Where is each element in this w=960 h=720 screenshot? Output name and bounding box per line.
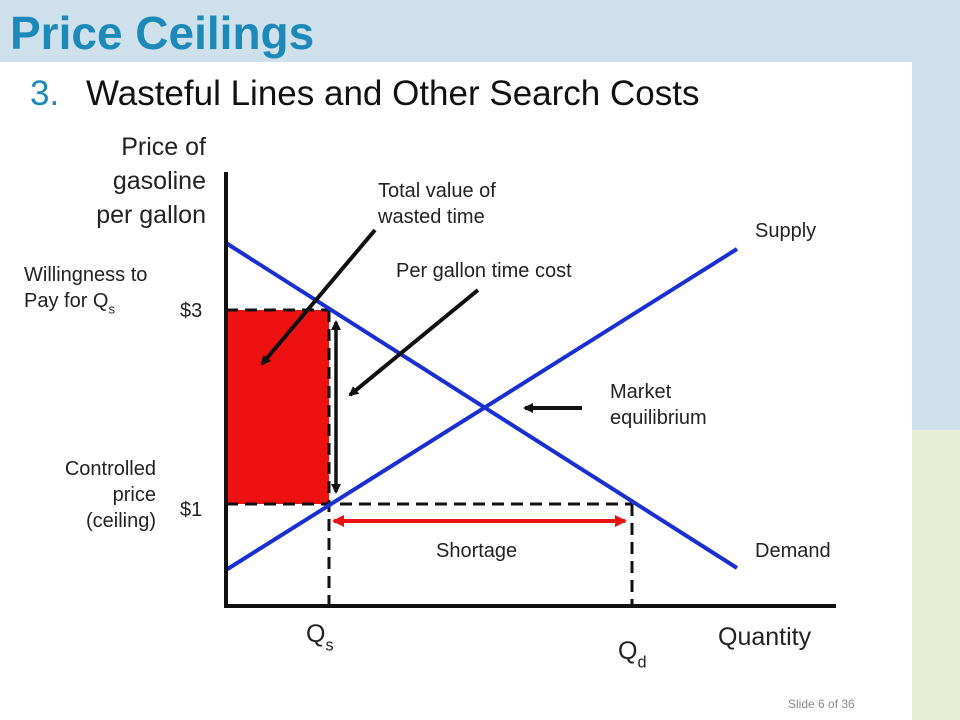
slide-number-footer: Slide 6 of 36 — [788, 697, 855, 711]
wtp-label-line-2: Pay for Q — [24, 290, 109, 312]
y-axis-label-line-1: Price of — [121, 133, 206, 161]
time-cost-label: Per gallon time cost — [396, 260, 572, 282]
price-low-label: $1 — [180, 499, 203, 521]
demand-label: Demand — [755, 540, 831, 562]
supply-label: Supply — [755, 220, 817, 242]
demand-curve — [224, 241, 739, 570]
qs-label-subscript: s — [325, 636, 334, 655]
ceiling-label: Controlled price (ceiling) — [20, 456, 156, 534]
y-axis-label-line-2: gasoline — [112, 167, 206, 195]
ceiling-label-line-1: Controlled — [64, 458, 156, 480]
wtp-label-line-1: Willingness to — [24, 264, 148, 286]
wtp-label-subscript: s — [108, 301, 115, 317]
wasted-time-label-line-1: Total value of — [378, 180, 496, 202]
ceiling-label-line-2: price — [112, 484, 156, 506]
slide-title: Price Ceilings — [10, 7, 315, 59]
qs-label-letter: Q — [306, 620, 326, 648]
price-high-label: $3 — [180, 300, 203, 322]
ceiling-label-line-3: (ceiling) — [85, 510, 156, 532]
content-panel — [18, 62, 912, 720]
slide-subtitle: Wasteful Lines and Other Search Costs — [86, 74, 700, 113]
x-axis-label: Quantity — [718, 623, 812, 651]
qd-label-letter: Q — [618, 637, 638, 665]
time-cost-pointer-arrow — [348, 288, 480, 397]
equilibrium-label-line-1: Market — [610, 381, 672, 403]
y-axis-label: Price of gasoline per gallon — [66, 130, 206, 232]
supply-curve — [224, 247, 739, 572]
shortage-label: Shortage — [436, 540, 518, 562]
equilibrium-label-line-2: equilibrium — [610, 407, 707, 429]
right-band-green — [912, 430, 960, 720]
right-band-blue — [912, 0, 960, 430]
top-band — [0, 0, 960, 62]
wasted-time-label: Total value of wasted time — [378, 178, 496, 230]
wasted-time-label-line-2: wasted time — [378, 206, 485, 228]
wasted-time-pointer-arrow — [260, 228, 377, 366]
subtitle-number: 3. — [30, 74, 60, 113]
qs-label: Qs — [306, 617, 334, 663]
wtp-label: Willingness to Pay for Qs — [24, 262, 147, 323]
y-axis-label-line-3: per gallon — [96, 201, 206, 229]
qd-label-subscript: d — [637, 653, 647, 672]
equilibrium-label: Market equilibrium — [610, 379, 707, 431]
qd-label: Qd — [618, 634, 647, 680]
wasted-time-area — [226, 310, 329, 504]
